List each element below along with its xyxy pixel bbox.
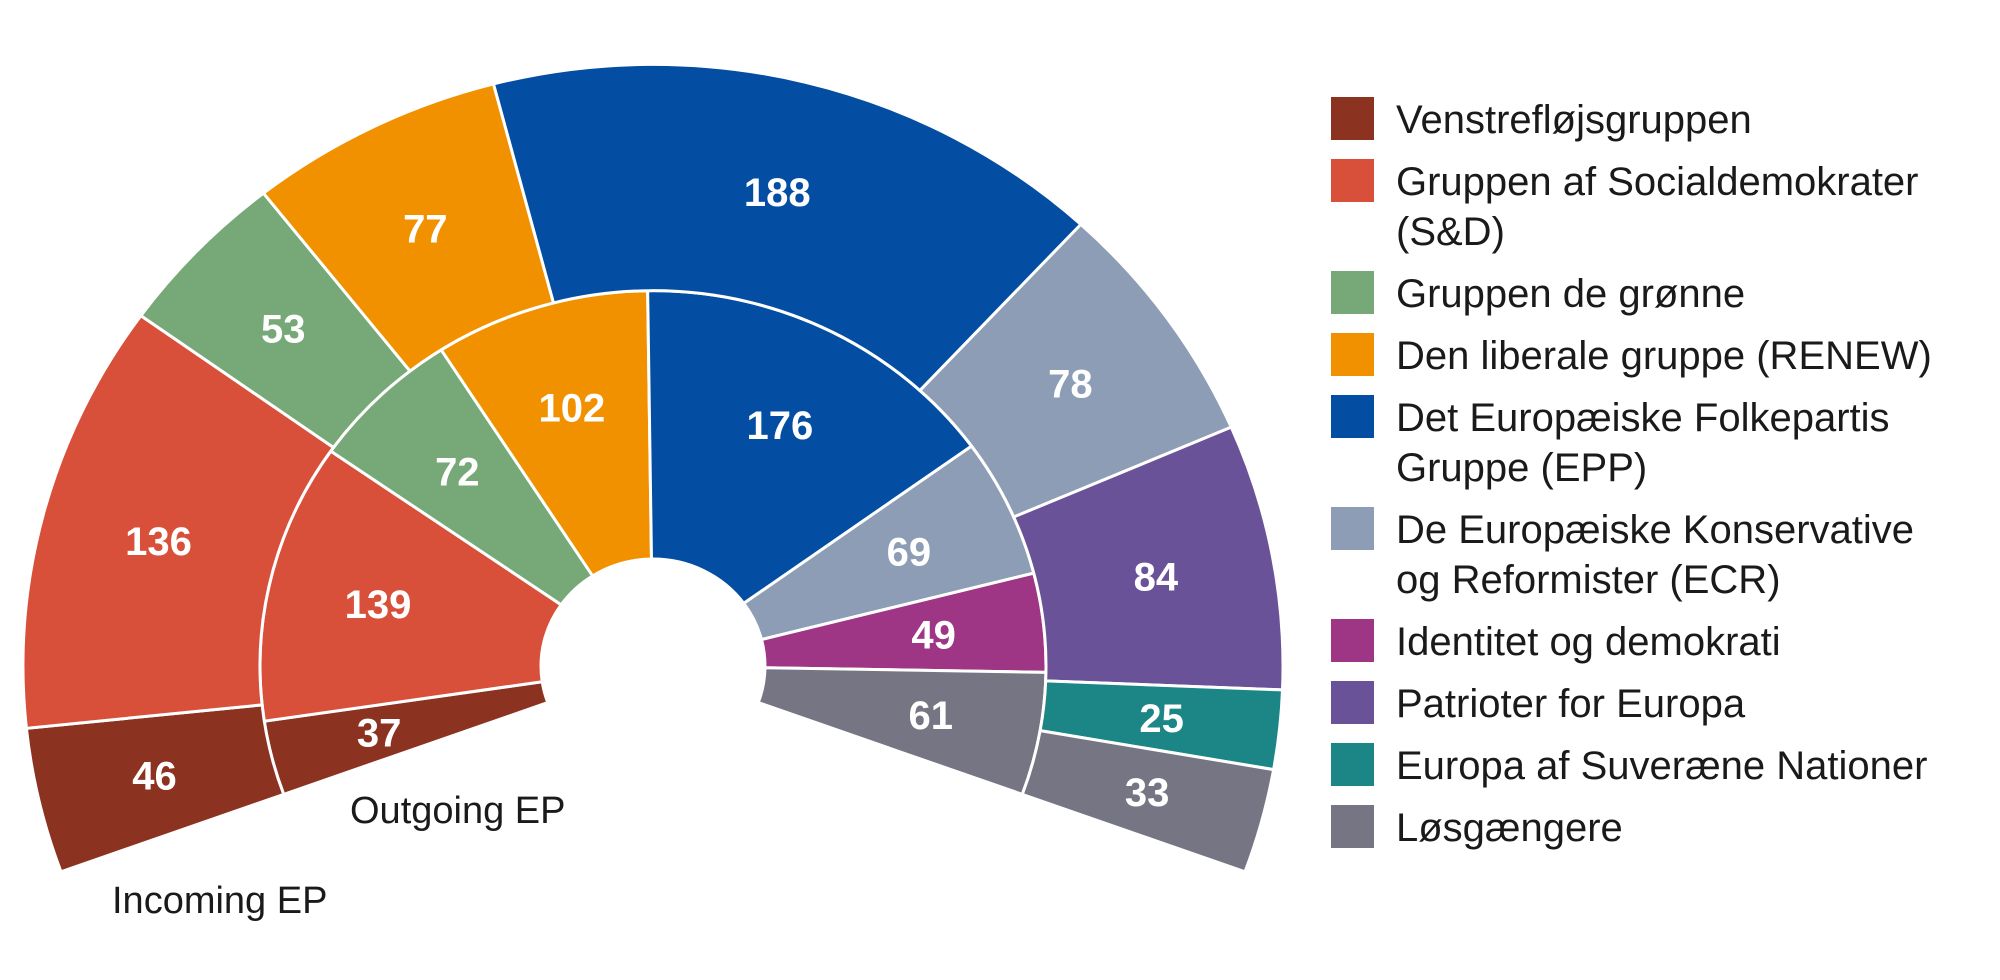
legend-item-ecr: De Europæiske Konservative og Reformiste… <box>1331 505 1996 605</box>
slice-inner-ni <box>756 666 1048 797</box>
legend-label: De Europæiske Konservative og Reformiste… <box>1396 508 1915 602</box>
legend-item-pfe: Patrioter for Europa <box>1331 679 1996 729</box>
legend-item-greens: Gruppen de grønne <box>1331 269 1996 319</box>
slice-outer-ni <box>1020 728 1276 874</box>
legend-swatch <box>1331 333 1374 376</box>
legend-label: Patrioter for Europa <box>1396 682 1746 726</box>
legend-label: Identitet og demokrati <box>1396 620 1781 664</box>
incoming-ep-label: Incoming EP <box>112 880 328 922</box>
value-label-inner-renew: 102 <box>538 387 605 431</box>
value-label-outer-sd: 136 <box>125 520 192 564</box>
legend-label: Løsgængere <box>1396 806 1623 850</box>
legend-label: Gruppen af Socialdemokrater (S&D) <box>1396 160 1919 254</box>
value-label-inner-left: 37 <box>357 711 402 755</box>
value-label-outer-epp: 188 <box>744 171 811 215</box>
slice-outer-epp <box>491 62 1084 393</box>
legend-swatch <box>1331 507 1374 550</box>
value-label-inner-epp: 176 <box>746 404 813 448</box>
value-label-inner-sd: 139 <box>345 583 412 627</box>
value-label-outer-ecr: 78 <box>1048 363 1093 407</box>
legend-swatch <box>1331 743 1374 786</box>
value-label-inner-ecr: 69 <box>887 531 932 575</box>
legend-item-left: Venstrefløjsgruppen <box>1331 95 1996 145</box>
legend-item-esn: Europa af Suveræne Nationer <box>1331 741 1996 791</box>
legend-swatch <box>1331 681 1374 724</box>
legend-swatch <box>1331 395 1374 438</box>
value-label-inner-ni: 61 <box>909 694 954 738</box>
legend-swatch <box>1331 97 1374 140</box>
legend-swatch <box>1331 159 1374 202</box>
value-label-outer-ni: 33 <box>1125 771 1170 815</box>
value-label-outer-left: 46 <box>132 755 177 799</box>
legend-swatch <box>1331 805 1374 848</box>
legend-swatch <box>1331 271 1374 314</box>
value-label-inner-greens: 72 <box>435 450 480 494</box>
legend-item-sd: Gruppen af Socialdemokrater (S&D) <box>1331 157 1996 257</box>
legend-item-renew: Den liberale gruppe (RENEW) <box>1331 331 1996 381</box>
value-label-inner-id: 49 <box>911 614 956 658</box>
value-label-outer-renew: 77 <box>403 208 448 252</box>
legend-label: Det Europæiske Folkepartis Gruppe (EPP) <box>1396 396 1890 490</box>
legend-swatch <box>1331 619 1374 662</box>
value-label-outer-pfe: 84 <box>1134 556 1179 600</box>
value-label-outer-greens: 53 <box>261 307 306 351</box>
legend-label: Gruppen de grønne <box>1396 272 1746 316</box>
legend-item-epp: Det Europæiske Folkepartis Gruppe (EPP) <box>1331 393 1996 493</box>
outgoing-ep-label: Outgoing EP <box>350 790 566 832</box>
legend: Venstrefløjsgruppen Gruppen af Socialdemo… <box>1331 95 1996 865</box>
legend-item-ni: Løsgængere <box>1331 803 1996 853</box>
legend-label: Europa af Suveræne Nationer <box>1396 744 1928 788</box>
legend-label: Den liberale gruppe (RENEW) <box>1396 334 1932 378</box>
legend-item-id: Identitet og demokrati <box>1331 617 1996 667</box>
legend-label: Venstrefløjsgruppen <box>1396 98 1752 142</box>
value-label-outer-esn: 25 <box>1139 697 1184 741</box>
